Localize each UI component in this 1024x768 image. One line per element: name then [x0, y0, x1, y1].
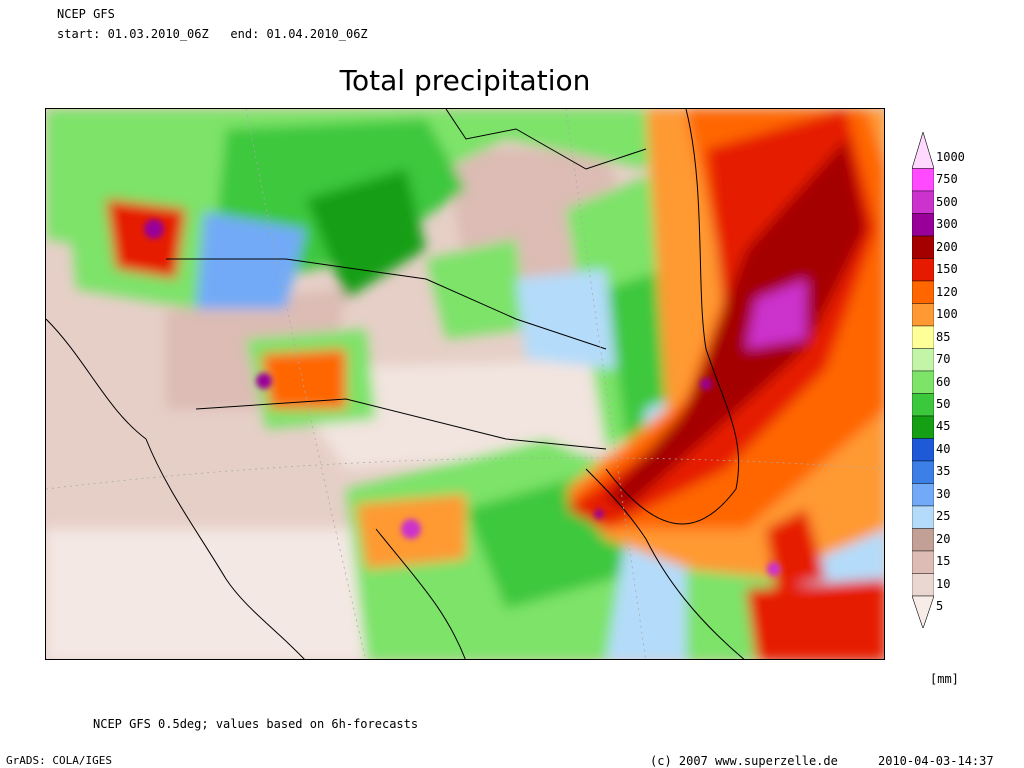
legend-swatch — [912, 528, 934, 552]
legend-level-label: 50 — [936, 396, 951, 411]
legend-level-label: 500 — [936, 194, 958, 209]
map-title: Total precipitation — [339, 64, 591, 97]
legend-level-label: 85 — [936, 329, 951, 344]
legend-swatch — [912, 370, 934, 394]
legend-swatch-bottom — [912, 595, 934, 628]
legend-swatch — [912, 438, 934, 462]
period-label: start: 01.03.2010_06Z end: 01.04.2010_06… — [57, 27, 368, 41]
legend-swatch — [912, 303, 934, 327]
timestamp: 2010-04-03-14:37 — [878, 754, 994, 768]
legend-level-label: 15 — [936, 554, 951, 569]
legend-swatch-top — [912, 132, 934, 169]
legend-swatch — [912, 325, 934, 349]
legend-swatch — [912, 505, 934, 529]
legend-level-label: 10 — [936, 576, 951, 591]
legend-level-label: 30 — [936, 486, 951, 501]
legend-unit: [mm] — [930, 672, 959, 686]
legend-swatch — [912, 393, 934, 417]
legend-level-label: 5 — [936, 599, 944, 613]
legend-level-label: 20 — [936, 531, 951, 546]
legend-level-label: 45 — [936, 419, 951, 434]
legend-level-label: 25 — [936, 509, 951, 524]
legend-swatch — [912, 460, 934, 484]
legend-swatch — [912, 483, 934, 507]
legend-level-label: 1000 — [936, 150, 965, 164]
footer-note: NCEP GFS 0.5deg; values based on 6h-fore… — [93, 717, 419, 731]
legend-level-label: 750 — [936, 172, 958, 187]
model-label: NCEP GFS — [57, 7, 115, 21]
legend-swatch — [912, 168, 934, 192]
legend-swatch — [912, 213, 934, 237]
software-credit: GrADS: COLA/IGES — [6, 754, 112, 767]
legend-swatch — [912, 550, 934, 574]
legend-level-label: 300 — [936, 217, 958, 232]
legend-swatch — [912, 190, 934, 214]
legend-swatch — [912, 280, 934, 304]
legend-level-label: 35 — [936, 464, 951, 479]
legend-swatch — [912, 348, 934, 372]
legend-level-label: 100 — [936, 307, 958, 322]
legend-level-label: 200 — [936, 239, 958, 254]
legend-level-label: 70 — [936, 352, 951, 367]
precipitation-map — [45, 108, 885, 660]
legend-level-label: 150 — [936, 262, 958, 277]
legend-swatch — [912, 415, 934, 439]
copyright: (c) 2007 www.superzelle.de — [650, 754, 838, 768]
legend-level-label: 40 — [936, 441, 951, 456]
legend-swatch — [912, 258, 934, 282]
color-legend — [912, 132, 934, 628]
legend-swatch — [912, 573, 934, 597]
legend-level-label: 120 — [936, 284, 958, 299]
legend-swatch — [912, 235, 934, 259]
legend-level-label: 60 — [936, 374, 951, 389]
